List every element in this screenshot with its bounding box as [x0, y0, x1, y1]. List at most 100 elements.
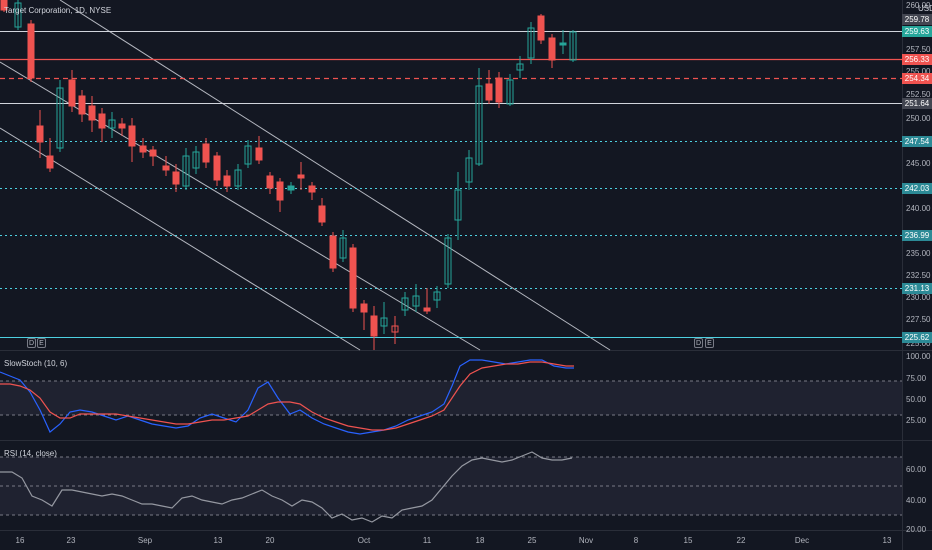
candle: [36, 110, 44, 158]
time-label: 15: [683, 536, 693, 545]
candle: [537, 14, 545, 44]
candle: [78, 90, 86, 122]
candle: [139, 138, 147, 158]
price-tick: 257.50: [906, 45, 931, 54]
candle: [380, 302, 388, 334]
price-tag: 242.03: [902, 183, 932, 194]
earnings-marker[interactable]: E: [705, 338, 714, 348]
price-tick: 230.00: [906, 293, 931, 302]
price-tag: 247.54: [902, 136, 932, 147]
stoch-tick: 25.00: [906, 416, 927, 425]
price-tag: 236.99: [902, 230, 932, 241]
candle: [370, 306, 378, 350]
candle: [485, 70, 493, 104]
candle: [444, 234, 452, 288]
candle: [128, 118, 136, 162]
candle: [182, 148, 190, 190]
time-label: 11: [422, 536, 432, 545]
rsi-tick: 20.00: [906, 525, 927, 534]
candle: [255, 136, 263, 164]
price-tag: 254.34: [902, 73, 932, 84]
candle: [192, 146, 200, 174]
rsi-title[interactable]: RSI (14, close): [4, 449, 57, 458]
time-label: 13: [213, 536, 223, 545]
price-tick: 235.00: [906, 249, 931, 258]
price-tick: 225.00: [906, 339, 931, 348]
time-label: Dec: [794, 536, 810, 545]
price-tick: 240.00: [906, 204, 931, 213]
price-tag: 251.64: [902, 98, 932, 109]
price-tick: 250.00: [906, 114, 931, 123]
price-tick: 245.00: [906, 159, 931, 168]
price-tick: 232.50: [906, 271, 931, 280]
price-tick: 255.00: [906, 67, 931, 76]
candle: [495, 72, 503, 108]
stoch-band: [0, 381, 902, 415]
candle: [454, 172, 462, 240]
candle: [162, 156, 170, 176]
time-label: 20: [265, 536, 275, 545]
candle: [68, 70, 76, 112]
stoch-d-line: [0, 361, 574, 431]
candle: [527, 22, 535, 64]
candle: [308, 182, 316, 200]
candle: [98, 108, 106, 142]
stoch-tick: 75.00: [906, 374, 927, 383]
stoch-title[interactable]: SlowStoch (10, 6): [4, 359, 68, 368]
candle: [244, 140, 252, 168]
candle: [349, 244, 357, 312]
candle: [88, 96, 96, 132]
price-tag: 231.13: [902, 283, 932, 294]
time-label: 8: [633, 536, 639, 545]
price-tag: 259.78: [902, 14, 932, 25]
candle: [391, 316, 399, 344]
dividend-marker[interactable]: D: [27, 338, 36, 348]
dividend-marker[interactable]: D: [694, 338, 703, 348]
price-tick: 260.00: [906, 1, 931, 10]
candle: [287, 182, 295, 194]
candle: [0, 0, 8, 12]
price-tick: 252.50: [906, 90, 931, 99]
stoch-axis: 100.00 75.00 50.00 25.00: [906, 352, 931, 425]
rsi-tick: 40.00: [906, 496, 927, 505]
candle: [423, 288, 431, 314]
candle: [213, 152, 221, 186]
candle: [360, 300, 368, 330]
candle: [172, 164, 180, 192]
candle: [108, 112, 116, 138]
rsi-axis: 60.00 40.00 20.00: [906, 465, 927, 534]
price-tag: 256.33: [902, 54, 932, 65]
candle: [329, 232, 337, 272]
candle: [516, 56, 524, 78]
candle: [412, 284, 420, 312]
stoch-tick: 50.00: [906, 395, 927, 404]
time-label: 13: [882, 536, 892, 545]
candle: [118, 118, 126, 136]
horizontal-levels: [0, 31, 902, 338]
time-label: 16: [15, 536, 25, 545]
time-label: 18: [475, 536, 485, 545]
chart-title: Target Corporation, 1D, NYSE: [4, 6, 112, 15]
earnings-marker[interactable]: E: [37, 338, 46, 348]
candle: [46, 138, 54, 172]
candle: [234, 164, 242, 190]
candle: [506, 74, 514, 106]
time-label: 23: [66, 536, 76, 545]
price-tick: 227.50: [906, 315, 931, 324]
candle: [401, 292, 409, 316]
time-label: 25: [527, 536, 537, 545]
candle: [475, 68, 483, 166]
candle: [276, 178, 284, 212]
rsi-tick: 60.00: [906, 465, 927, 474]
price-axis: 260.00 257.50 255.00 252.50 250.00 245.0…: [906, 1, 931, 348]
candle: [569, 30, 577, 62]
candle: [559, 30, 567, 54]
time-label: 22: [736, 536, 746, 545]
rsi-line: [0, 451, 573, 523]
candle: [318, 198, 326, 226]
currency-label: USD: [918, 4, 932, 13]
time-label: Oct: [357, 536, 371, 545]
candle: [465, 150, 473, 190]
candle: [56, 80, 64, 152]
